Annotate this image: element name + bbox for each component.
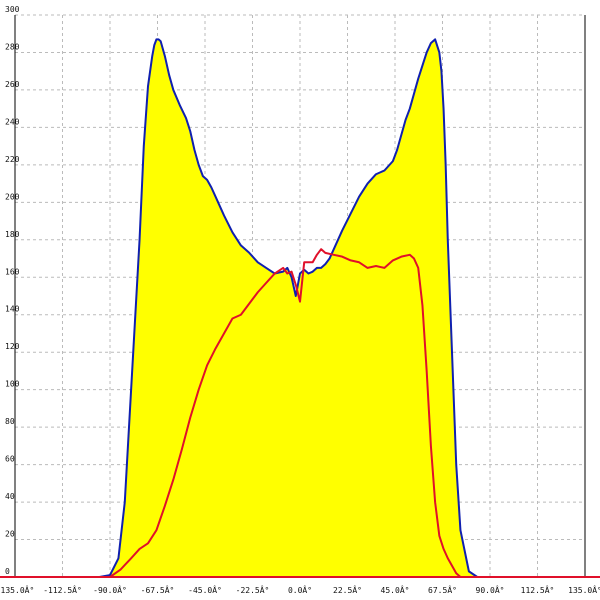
- x-tick-label: 67.5Â°: [428, 584, 457, 595]
- y-tick-label: 120: [5, 342, 20, 351]
- x-tick-label: -135.0Â°: [0, 584, 34, 595]
- y-tick-label: 220: [5, 155, 20, 164]
- x-tick-label: -67.5Â°: [141, 584, 175, 595]
- x-tick-label: 45.0Â°: [381, 584, 410, 595]
- x-tick-label: 135.0Â°: [568, 584, 600, 595]
- y-tick-label: 280: [5, 42, 20, 51]
- x-tick-label: 22.5Â°: [333, 584, 362, 595]
- x-tick-label: 112.5Â°: [521, 584, 555, 595]
- x-tick-label: 0.0Â°: [288, 584, 312, 595]
- area-layer: [15, 39, 585, 578]
- y-tick-label: 100: [5, 380, 20, 389]
- blue-outline-series: [15, 38, 585, 578]
- y-tick-label: 60: [5, 455, 15, 464]
- x-tick-label: -112.5Â°: [43, 584, 82, 595]
- x-tick-label: -22.5Â°: [236, 584, 270, 595]
- red-line-series: [15, 248, 585, 578]
- y-tick-label: 200: [5, 192, 20, 201]
- y-tick-label: 160: [5, 267, 20, 276]
- x-tick-label: 90.0Â°: [476, 584, 505, 595]
- y-tick-label: 260: [5, 80, 20, 89]
- y-tick-label: 80: [5, 417, 15, 426]
- y-tick-label: 300: [5, 5, 20, 14]
- y-tick-label: 140: [5, 305, 20, 314]
- line-layer: [15, 38, 585, 578]
- y-tick-label: 180: [5, 230, 20, 239]
- x-tick-label: -45.0Â°: [188, 584, 222, 595]
- y-tick-label: 240: [5, 117, 20, 126]
- label-layer: -135.0Â° -112.5Â° -90.0Â° -67.5Â° -45.0Â° -22…: [0, 5, 600, 595]
- x-tick-label: -90.0Â°: [93, 584, 127, 595]
- axis-layer: [0, 15, 600, 578]
- y-tick-label: 20: [5, 530, 15, 539]
- y-tick-label: 40: [5, 492, 15, 501]
- y-tick-label: 0: [5, 567, 10, 576]
- yellow-area-fill: [15, 39, 585, 578]
